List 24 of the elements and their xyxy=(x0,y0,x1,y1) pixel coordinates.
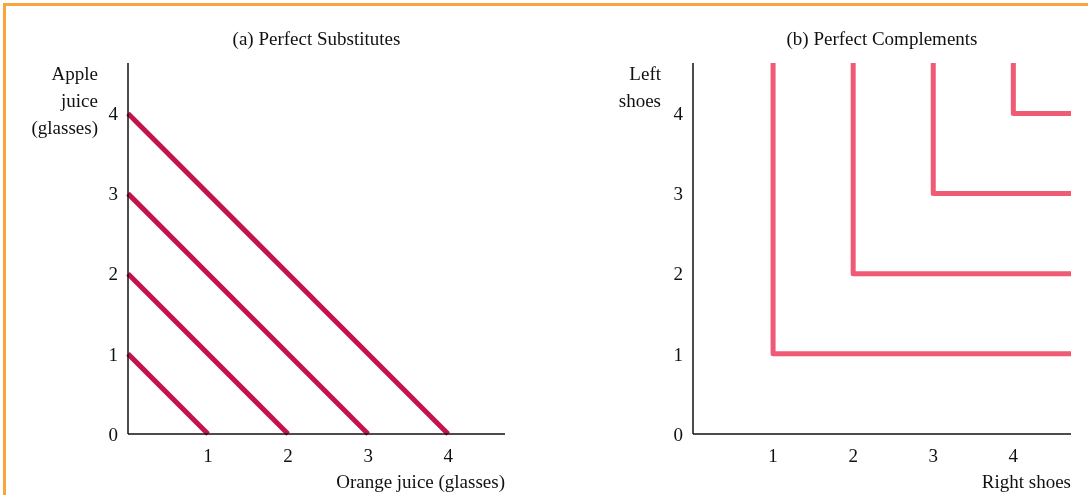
x-axis-title: Right shoes xyxy=(981,471,1071,492)
y-axis-title: Left shoes xyxy=(618,63,662,111)
x-tick-label: 4 xyxy=(443,445,454,466)
chart-title: (b) Perfect Complements xyxy=(786,28,978,50)
y-tick-label: 2 xyxy=(673,263,683,285)
y-tick-label: 0 xyxy=(108,423,118,445)
y-tick-label: 4 xyxy=(673,103,684,125)
x-tick-label: 2 xyxy=(848,445,858,466)
x-tick-label: 4 xyxy=(1008,445,1019,466)
y-tick-label: 0 xyxy=(673,423,683,445)
x-tick-label: 3 xyxy=(928,445,938,466)
y-tick-label: 1 xyxy=(673,343,683,365)
x-tick-label: 1 xyxy=(768,445,778,466)
y-tick-label: 3 xyxy=(673,183,683,205)
chart-title: (a) Perfect Substitutes xyxy=(232,28,401,50)
x-tick-label: 2 xyxy=(283,445,293,466)
y-axis-title: Apple juice (glasses) xyxy=(31,63,98,139)
y-tick-label: 4 xyxy=(108,103,119,125)
x-tick-label: 3 xyxy=(363,445,373,466)
x-axis-title: Orange juice (glasses) xyxy=(336,471,505,493)
y-tick-label: 2 xyxy=(108,263,118,285)
y-tick-label: 1 xyxy=(108,343,118,365)
y-tick-label: 3 xyxy=(108,183,118,205)
x-tick-label: 1 xyxy=(203,445,213,466)
